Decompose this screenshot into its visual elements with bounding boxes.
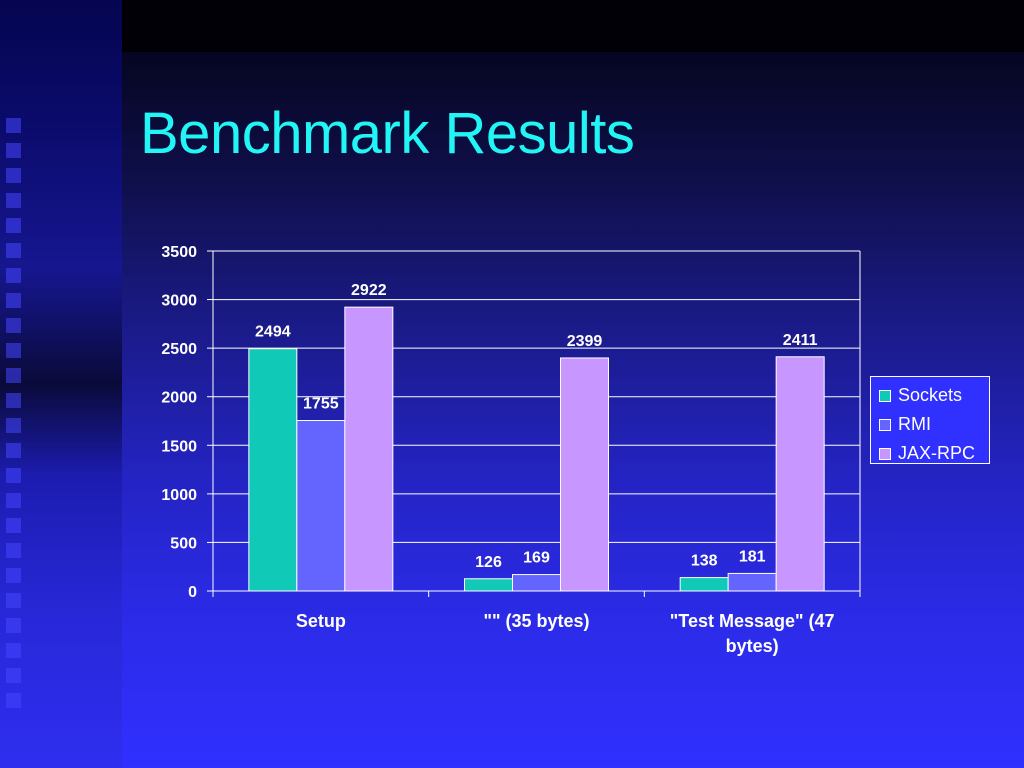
legend-swatch-sockets <box>879 389 891 402</box>
legend-swatch-jax-rpc <box>879 447 891 460</box>
data-label: 2922 <box>351 282 387 299</box>
legend-item-jax-rpc: JAX-RPC <box>879 439 989 468</box>
chart-legend: Sockets RMI JAX-RPC <box>870 376 990 464</box>
top-dark-band <box>122 0 1024 52</box>
bar <box>560 357 609 592</box>
y-tick-label: 0 <box>188 584 197 601</box>
legend-label-rmi: RMI <box>898 414 931 434</box>
data-label: 169 <box>523 550 550 567</box>
left-decorative-strip <box>0 0 122 768</box>
x-category-label: "Test Message" (47 bytes) <box>670 611 835 656</box>
bar <box>727 572 777 592</box>
bar <box>679 577 729 592</box>
bar <box>775 356 825 592</box>
y-tick-label: 2000 <box>161 390 197 407</box>
x-category-label: Setup <box>296 611 346 631</box>
legend-label-jax-rpc: JAX-RPC <box>898 443 976 463</box>
data-label: 138 <box>691 553 718 570</box>
y-tick-label: 3000 <box>161 293 197 310</box>
data-label: 2494 <box>255 324 291 341</box>
bar <box>248 348 298 592</box>
bar <box>344 306 394 592</box>
bar <box>512 574 561 592</box>
legend-label-sockets: Sockets <box>898 385 963 405</box>
data-label: 2411 <box>783 332 818 349</box>
y-tick-label: 3500 <box>161 244 197 261</box>
y-tick-label: 500 <box>170 535 197 552</box>
decorative-squares <box>6 118 28 768</box>
bar <box>464 578 513 592</box>
bar <box>296 420 346 592</box>
legend-item-sockets: Sockets <box>879 381 989 410</box>
legend-swatch-rmi <box>879 418 891 431</box>
data-label: 126 <box>475 554 502 571</box>
data-label: 181 <box>739 548 766 565</box>
legend-item-rmi: RMI <box>879 410 989 439</box>
x-category-label: "" (35 bytes) <box>483 611 589 631</box>
data-label: 2399 <box>567 333 603 350</box>
y-tick-label: 1500 <box>161 438 197 455</box>
y-tick-label: 1000 <box>161 487 197 504</box>
data-label: 1755 <box>303 396 339 413</box>
slide-title: Benchmark Results <box>140 101 635 166</box>
y-tick-label: 2500 <box>161 341 197 358</box>
